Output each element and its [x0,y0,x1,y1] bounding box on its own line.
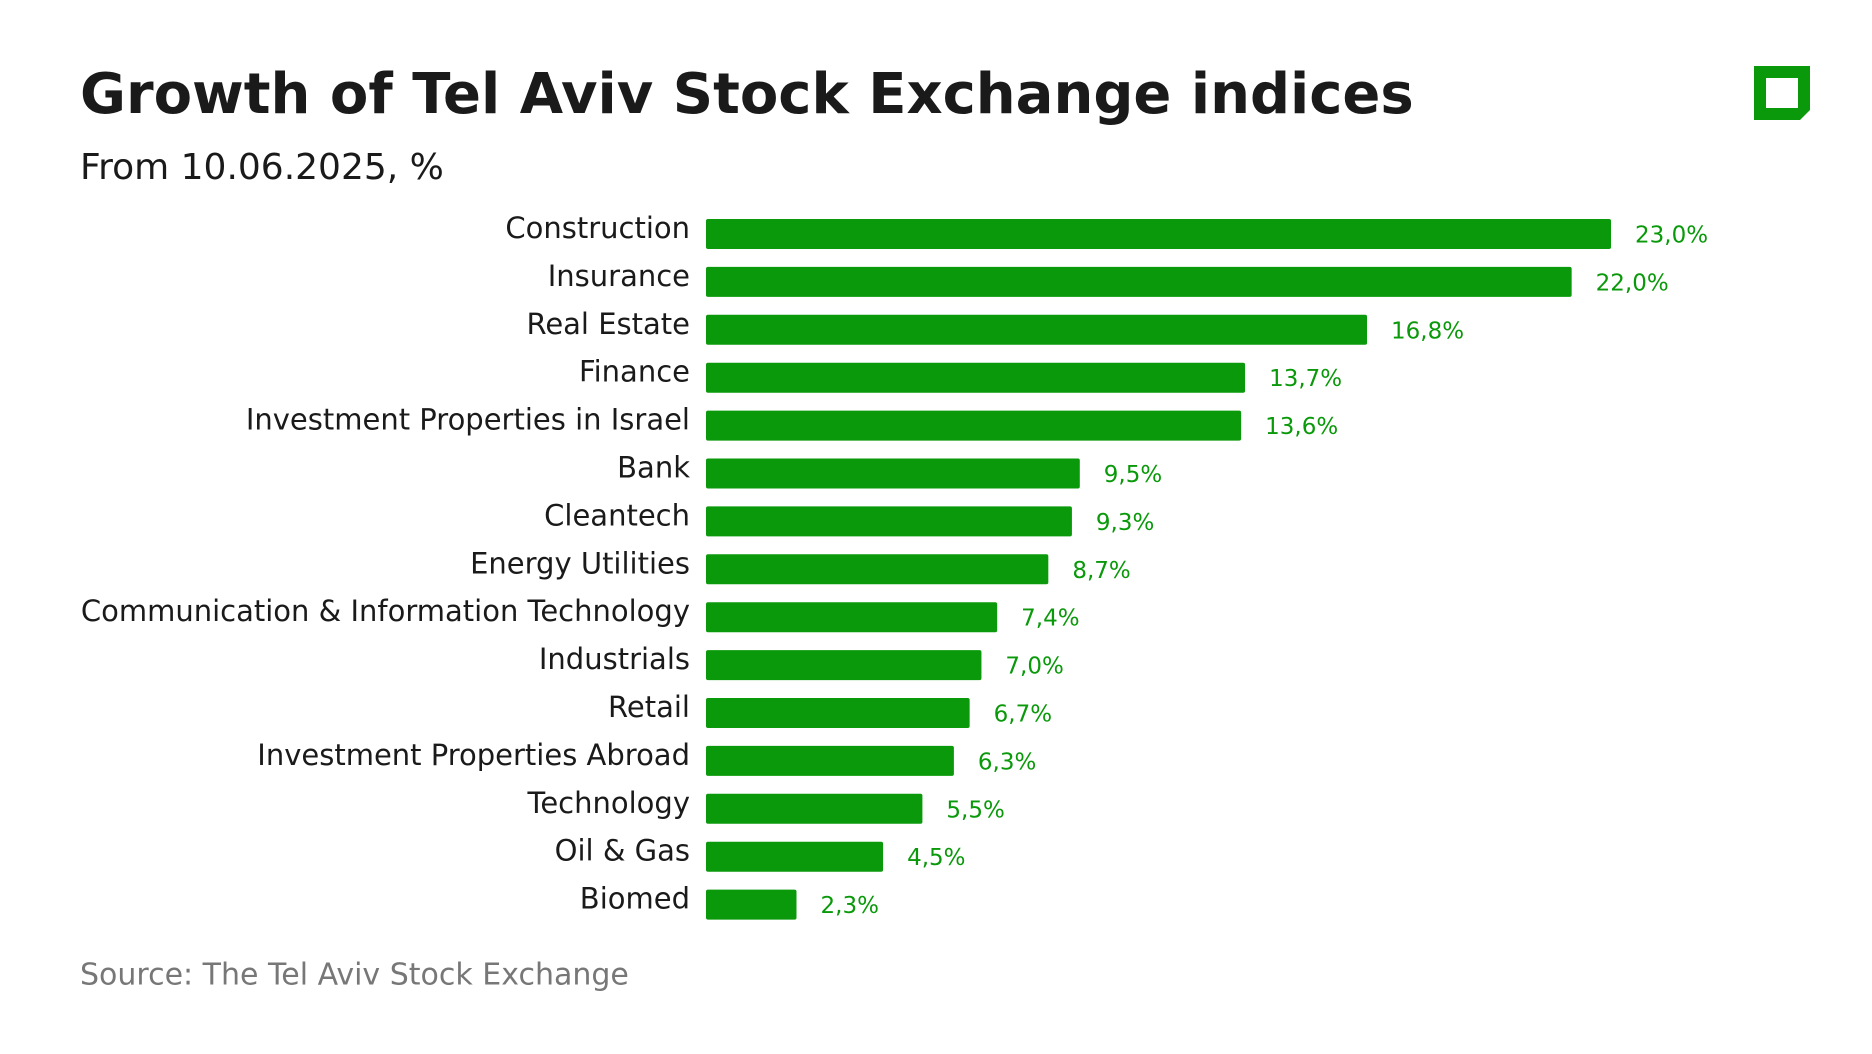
category-label: Investment Properties Abroad [257,738,690,772]
value-label: 9,3% [1096,510,1154,536]
bar [706,650,982,681]
value-label: 13,7% [1269,366,1342,392]
category-label: Cleantech [544,498,690,532]
category-label: Investment Properties in Israel [246,403,690,437]
value-label: 16,8% [1391,318,1464,344]
category-label: Finance [579,355,690,389]
category-label: Insurance [548,259,690,293]
bar [706,219,1611,249]
value-label: 23,0% [1635,223,1708,249]
value-label: 5,5% [946,797,1004,823]
chart-subtitle: From 10.06.2025, % [80,147,444,188]
value-label: 9,5% [1104,462,1162,488]
bar [706,889,797,920]
category-label: Biomed [580,882,690,916]
bar [706,602,998,633]
category-label: Real Estate [526,307,690,341]
value-label: 8,7% [1072,558,1130,584]
value-label: 22,0% [1596,270,1669,296]
value-label: 7,4% [1021,606,1079,632]
category-label: Energy Utilities [470,546,690,580]
bar [706,841,884,872]
category-label: Industrials [539,642,690,676]
bar [706,698,970,728]
value-label: 2,3% [821,893,879,919]
value-label: 4,5% [907,845,965,871]
category-label: Technology [527,786,690,820]
source: Source: The Tel Aviv Stock Exchange [80,958,629,993]
category-label: Bank [617,451,690,485]
bar [706,362,1246,393]
logo-mark [1754,66,1810,120]
bar [706,554,1049,585]
logo [1754,66,1810,120]
bar [706,458,1080,489]
value-label: 7,0% [1005,654,1063,680]
bar [706,314,1368,345]
value-label: 13,6% [1265,414,1338,440]
bar [706,793,923,824]
category-label: Construction [505,211,690,245]
bar [706,410,1242,441]
bar [706,745,954,776]
bar [706,506,1072,537]
bar [706,266,1572,297]
category-label: Retail [608,690,690,724]
chart-title: Growth of Tel Aviv Stock Exchange indice… [80,62,1414,127]
category-label: Communication & Information Technology [81,594,690,628]
value-label: 6,7% [994,702,1052,728]
category-label: Oil & Gas [555,834,690,868]
value-label: 6,3% [978,749,1036,775]
